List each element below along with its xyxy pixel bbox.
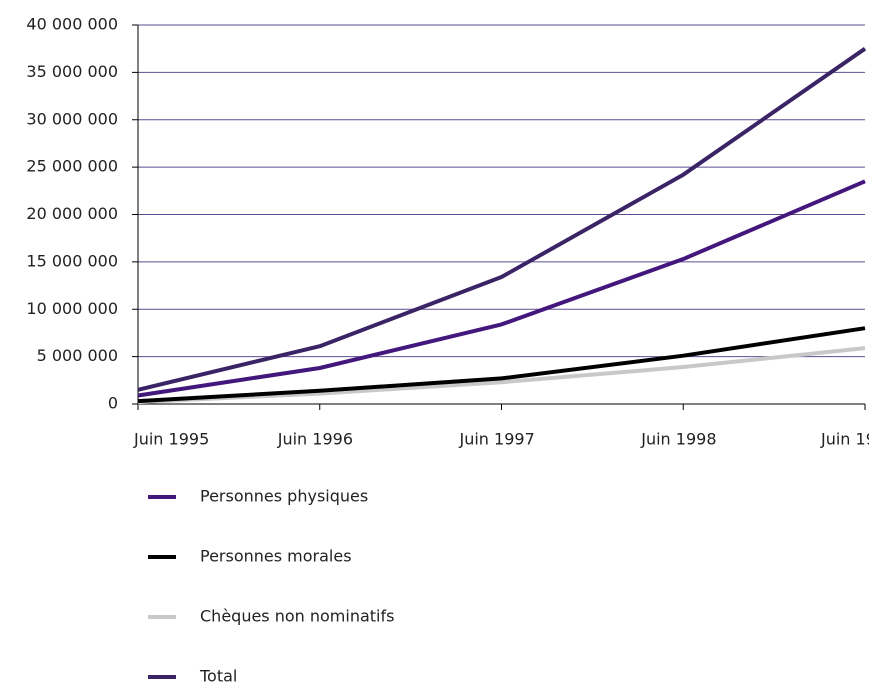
legend-label: Personnes physiques xyxy=(200,487,368,506)
y-tick-label: 20 000 000 xyxy=(26,204,118,223)
y-tick-label: 35 000 000 xyxy=(26,62,118,81)
series-line xyxy=(137,179,866,398)
y-tick-label: 30 000 000 xyxy=(26,109,118,128)
series-line xyxy=(137,326,866,404)
x-tick-label: Juin 1999 xyxy=(820,430,869,449)
x-tick-label: Juin 1998 xyxy=(640,430,716,449)
y-tick-label: 5 000 000 xyxy=(37,346,118,365)
y-tick-label: 40 000 000 xyxy=(26,15,118,34)
legend-label: Total xyxy=(199,667,237,686)
series-line xyxy=(137,47,867,392)
y-tick-label: 15 000 000 xyxy=(26,251,118,270)
x-tick-label: Juin 1995 xyxy=(133,430,209,449)
series-line xyxy=(137,346,866,405)
y-tick-label: 25 000 000 xyxy=(26,157,118,176)
y-tick-label: 0 xyxy=(108,394,118,413)
x-tick-label: Juin 1996 xyxy=(277,430,353,449)
legend-label: Chèques non nominatifs xyxy=(200,607,394,626)
x-tick-label: Juin 1997 xyxy=(459,430,535,449)
y-tick-label: 10 000 000 xyxy=(26,299,118,318)
legend-label: Personnes morales xyxy=(200,547,352,566)
